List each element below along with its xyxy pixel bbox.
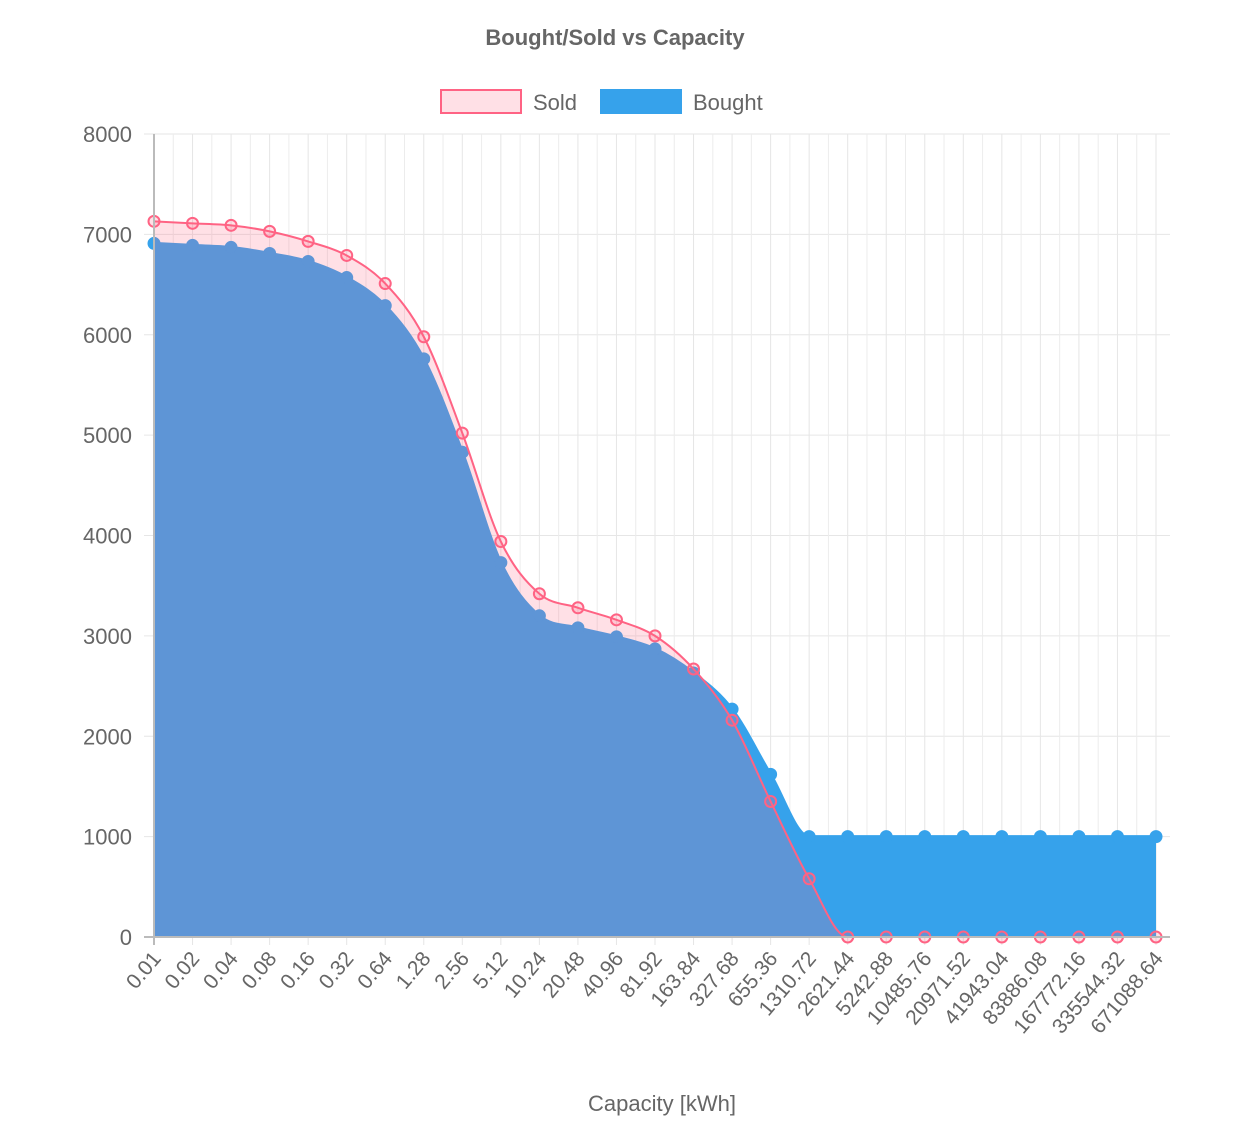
axes <box>144 134 1170 945</box>
x-tick-label: 1.28 <box>392 947 436 993</box>
point-bought <box>301 254 315 268</box>
point-bought <box>995 830 1009 844</box>
area-fill-bought <box>154 243 1156 937</box>
legend-label-bought: Bought <box>693 90 763 115</box>
legend-item-bought[interactable]: Bought <box>600 89 763 115</box>
point-bought <box>532 609 546 623</box>
point-sold <box>802 872 816 886</box>
chart-title: Bought/Sold vs Capacity <box>485 25 745 50</box>
point-bought <box>417 352 431 366</box>
point-bought <box>1072 830 1086 844</box>
point-sold <box>532 587 546 601</box>
y-axis-ticks: 0 1000 2000 3000 4000 5000 6000 7000 8000 <box>83 122 132 950</box>
point-sold <box>455 426 469 440</box>
y-tick-label: 1000 <box>83 825 132 850</box>
y-tick-label: 0 <box>120 925 132 950</box>
point-bought <box>956 830 970 844</box>
point-bought <box>340 271 354 285</box>
x-tick-label: 10.24 <box>500 947 552 1002</box>
y-tick-label: 2000 <box>83 724 132 749</box>
x-axis-label: Capacity [kWh] <box>588 1091 736 1116</box>
point-bought <box>571 621 585 635</box>
point-bought <box>609 630 623 644</box>
x-tick-label: 0.02 <box>160 947 204 993</box>
y-tick-label: 8000 <box>83 122 132 147</box>
point-sold <box>224 218 238 232</box>
point-bought <box>378 299 392 313</box>
point-bought <box>687 666 701 680</box>
point-bought <box>879 830 893 844</box>
point-sold <box>263 224 277 238</box>
point-sold <box>301 234 315 248</box>
area-fill-sold <box>154 221 1156 937</box>
point-bought <box>494 556 508 570</box>
legend-swatch-sold <box>440 89 522 114</box>
legend-label-sold: Sold <box>533 90 577 115</box>
point-bought <box>224 240 238 254</box>
x-tick-label: 40.96 <box>577 947 628 1002</box>
series-bought <box>147 236 1163 937</box>
x-tick-label: 0.01 <box>122 947 166 993</box>
point-bought <box>263 246 277 260</box>
x-tick-label: 0.08 <box>238 947 282 993</box>
point-sold <box>417 330 431 344</box>
point-bought <box>918 830 932 844</box>
y-tick-label: 5000 <box>83 423 132 448</box>
point-bought <box>186 238 200 252</box>
point-bought <box>648 642 662 656</box>
x-tick-label: 0.16 <box>276 947 320 993</box>
x-tick-label: 0.32 <box>315 947 359 993</box>
point-sold <box>648 629 662 643</box>
point-sold <box>725 713 739 727</box>
point-sold <box>494 535 508 549</box>
point-bought <box>1149 830 1163 844</box>
point-bought <box>802 830 816 844</box>
x-tick-label: 0.04 <box>199 947 243 993</box>
legend-item-sold[interactable]: Sold <box>440 89 577 115</box>
x-tick-label: 2.56 <box>430 947 474 993</box>
legend: Sold Bought <box>440 89 763 115</box>
point-sold <box>340 248 354 262</box>
y-tick-label: 4000 <box>83 524 132 549</box>
legend-swatch-bought <box>600 89 682 114</box>
point-sold <box>378 277 392 291</box>
x-tick-label: 20.48 <box>538 947 589 1002</box>
point-sold <box>764 794 778 808</box>
point-bought <box>1110 830 1124 844</box>
point-bought <box>841 830 855 844</box>
point-bought <box>764 767 778 781</box>
line-bought <box>153 241 1156 839</box>
point-sold <box>186 216 200 230</box>
y-tick-label: 7000 <box>83 222 132 247</box>
point-sold <box>687 662 701 676</box>
point-bought <box>1033 830 1047 844</box>
point-sold <box>571 601 585 615</box>
y-tick-label: 3000 <box>83 624 132 649</box>
point-sold <box>609 613 623 627</box>
x-tick-label: 0.64 <box>353 947 397 993</box>
y-tick-label: 6000 <box>83 323 132 348</box>
x-axis-ticks: 0.010.020.040.080.160.320.641.282.565.12… <box>122 947 1168 1038</box>
